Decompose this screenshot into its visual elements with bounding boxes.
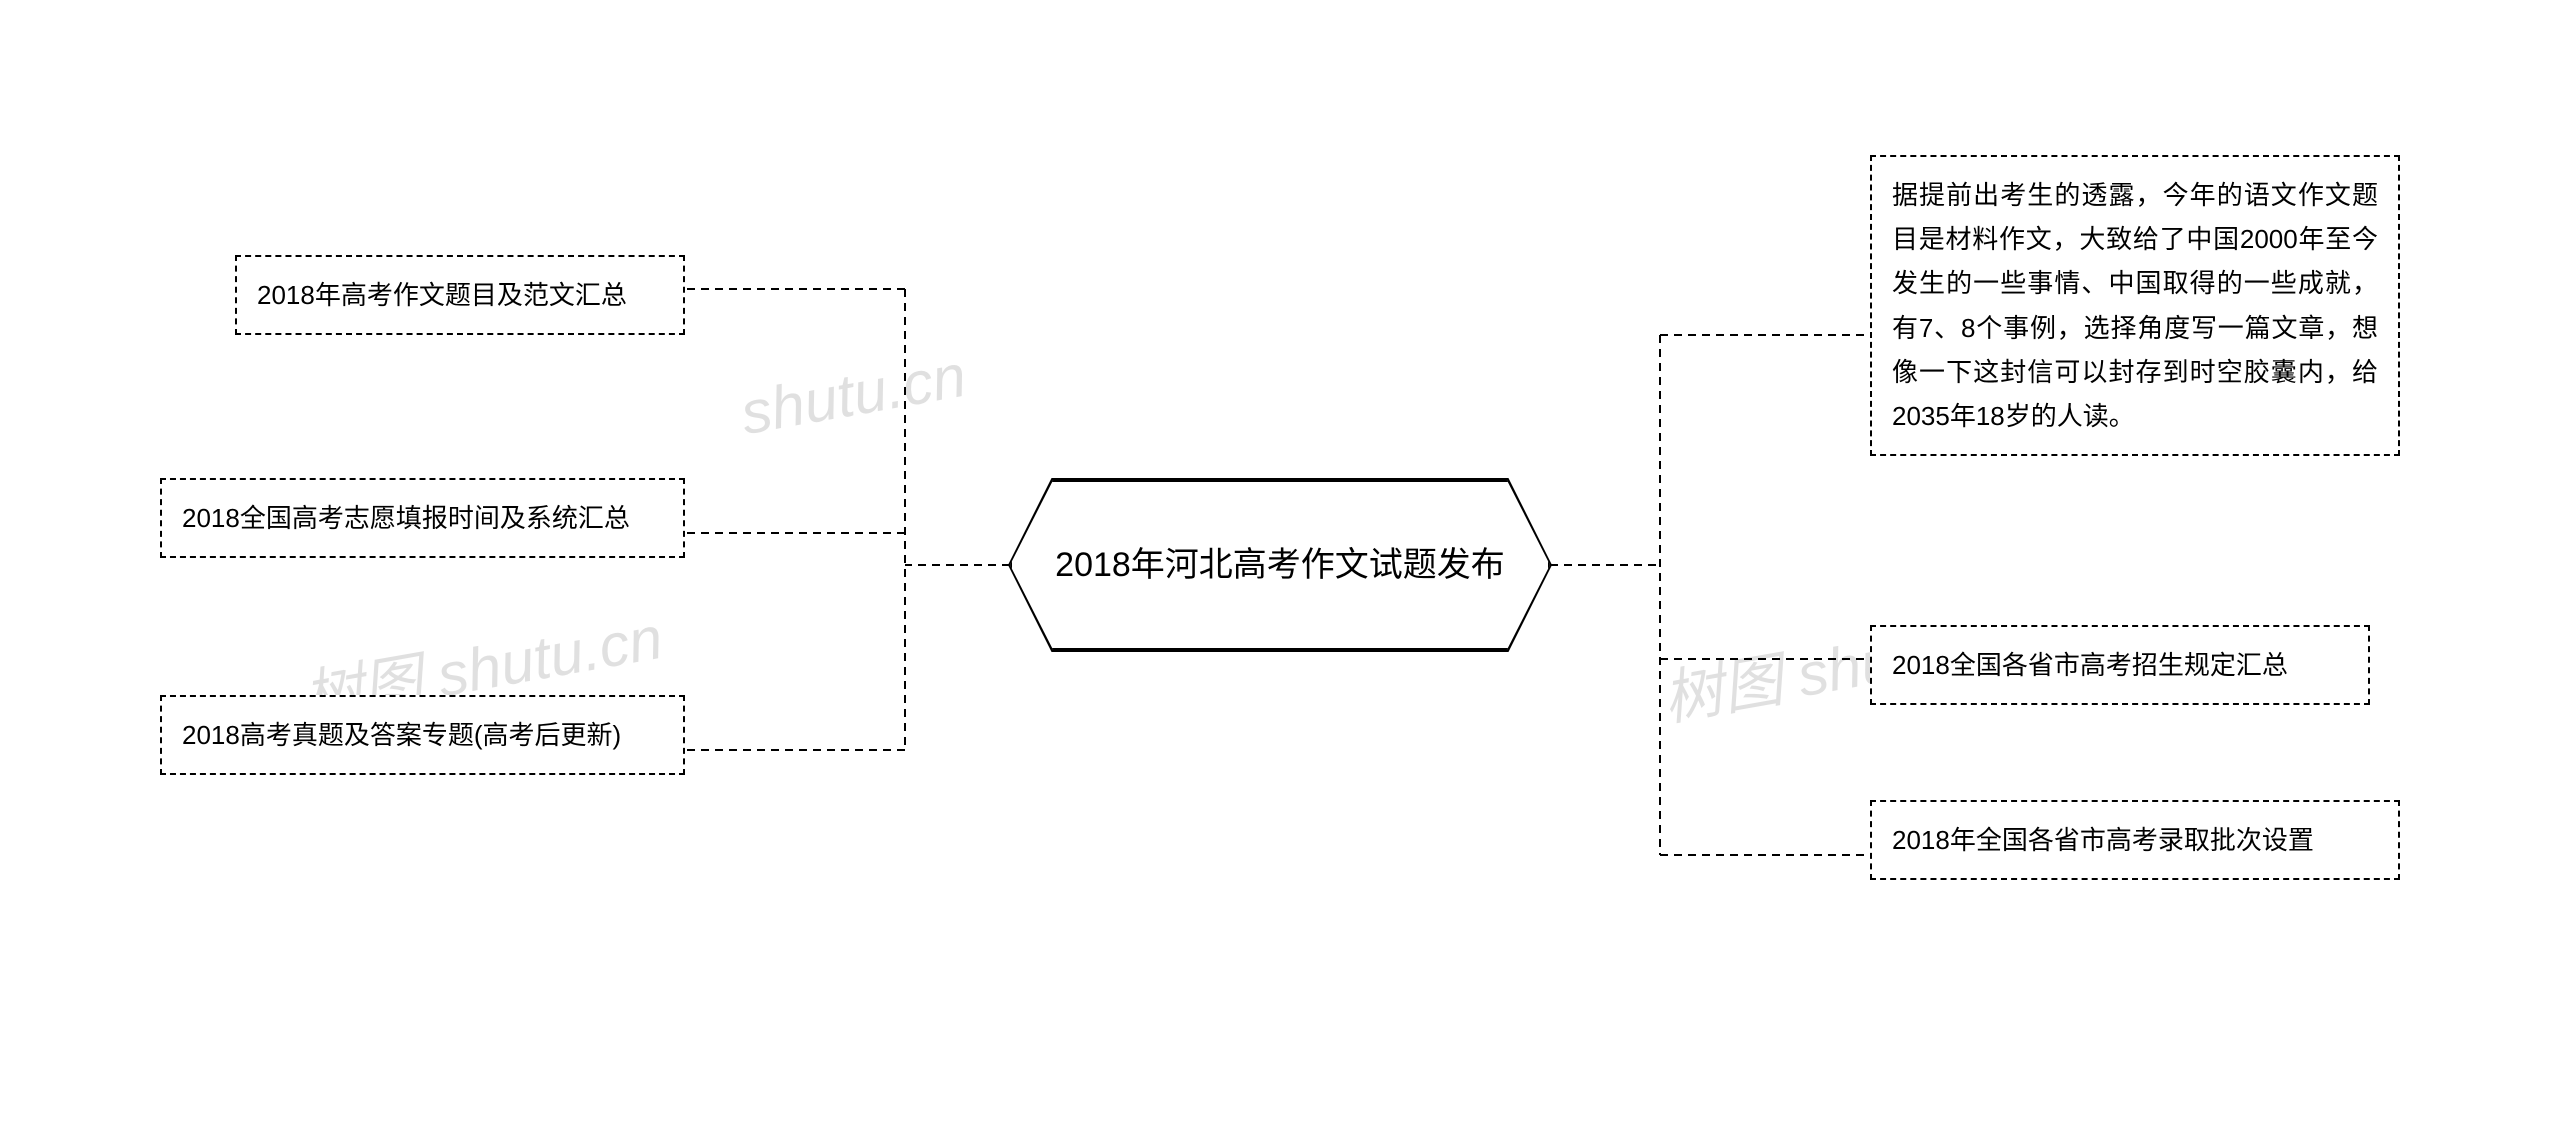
left-node-3: 2018高考真题及答案专题(高考后更新) — [160, 695, 685, 775]
right-node-2-text: 2018全国各省市高考招生规定汇总 — [1892, 650, 2288, 680]
left-node-1: 2018年高考作文题目及范文汇总 — [235, 255, 685, 335]
left-node-1-text: 2018年高考作文题目及范文汇总 — [257, 280, 627, 310]
left-node-2-text: 2018全国高考志愿填报时间及系统汇总 — [182, 503, 630, 533]
left-node-2: 2018全国高考志愿填报时间及系统汇总 — [160, 478, 685, 558]
right-node-2: 2018全国各省市高考招生规定汇总 — [1870, 625, 2370, 705]
center-node: 2018年河北高考作文试题发布 — [1010, 480, 1550, 650]
right-node-3: 2018年全国各省市高考录取批次设置 — [1870, 800, 2400, 880]
right-node-1: 据提前出考生的透露，今年的语文作文题目是材料作文，大致给了中国2000年至今发生… — [1870, 155, 2400, 456]
watermark: shutu.cn — [736, 341, 971, 448]
center-node-text: 2018年河北高考作文试题发布 — [1055, 538, 1505, 592]
right-node-1-text: 据提前出考生的透露，今年的语文作文题目是材料作文，大致给了中国2000年至今发生… — [1892, 180, 2378, 431]
mindmap-container: 树图 shutu.cn shutu.cn 树图 shutu.cn 2018年河北… — [0, 0, 2560, 1132]
right-node-3-text: 2018年全国各省市高考录取批次设置 — [1892, 825, 2314, 855]
left-node-3-text: 2018高考真题及答案专题(高考后更新) — [182, 720, 621, 750]
